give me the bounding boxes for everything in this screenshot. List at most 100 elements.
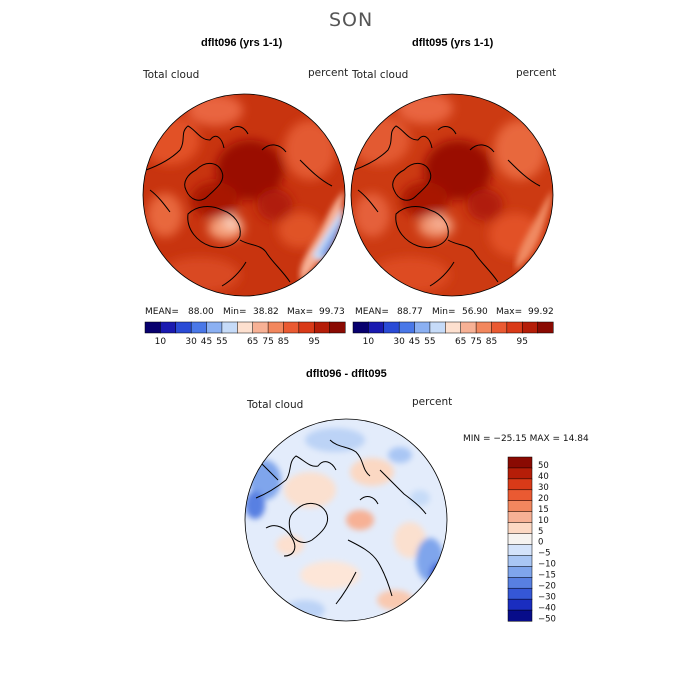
panel1-colorbar	[144, 321, 346, 334]
panel2-colorbar-tick-label: 10	[363, 337, 375, 347]
panel3-colorbar-bin	[507, 555, 533, 567]
panel3-units-label: percent	[412, 396, 453, 408]
panel2-max-label: Max=	[496, 307, 523, 317]
panel1-colorbar-tick-label: 65	[247, 337, 258, 347]
panel3-colorbar	[507, 456, 533, 622]
panel3-colorbar-bin	[507, 566, 533, 578]
panel3-colorbar-bin	[507, 489, 533, 502]
panel1-colorbar-bin	[160, 321, 177, 334]
panel2-colorbar-bin	[429, 321, 446, 334]
panel1-colorbar-bin	[237, 321, 254, 334]
panel3-colorbar-bin	[507, 478, 533, 491]
panel3-colorbar-bin	[507, 456, 533, 469]
panel3-colorbar-tick-label: −15	[538, 571, 556, 581]
panel2-map	[350, 93, 554, 297]
panel2-colorbar-bin	[368, 321, 385, 334]
panel1-units-label: percent	[308, 67, 349, 79]
panel3-colorbar-bin	[507, 587, 533, 600]
panel2-colorbar-bin	[383, 321, 400, 334]
panel1-max-label: Max=	[287, 307, 314, 317]
panel3-map	[244, 418, 448, 622]
panel3-variable-label: Total cloud	[247, 399, 304, 411]
panel3-field-patches	[245, 428, 446, 620]
panel3-colorbar-tick-label: −10	[538, 560, 556, 570]
panel1-colorbar-bin	[267, 321, 285, 334]
panel1-min-label: Min=	[223, 307, 247, 317]
panel1-colorbar-bin	[221, 321, 238, 334]
panel2-colorbar-bin	[506, 321, 523, 334]
panel1-colorbar-tick-label: 30	[185, 337, 197, 347]
panel2-colorbar-tick-label: 65	[455, 337, 466, 347]
panel3-colorbar-tick-label: −30	[538, 592, 556, 602]
panel3-colorbar-bin	[507, 533, 533, 546]
panel3-colorbar-tick-label: −40	[538, 603, 556, 613]
panel1-mean-label: MEAN=	[145, 307, 179, 317]
panel1-colorbar-bin	[175, 321, 192, 334]
panel2-colorbar-bin	[475, 321, 493, 334]
panel2-title: dflt095 (yrs 1-1)	[412, 37, 494, 49]
panel1-colorbar-bin	[190, 321, 208, 334]
panel1-colorbar-bin	[329, 321, 346, 334]
panel3-colorbar-tick-label: 30	[538, 483, 549, 493]
panel1-colorbar-tick-label: 55	[216, 337, 227, 347]
panel2-min-value: 56.90	[462, 307, 488, 317]
panel2-colorbar-tick-label: 55	[424, 337, 435, 347]
panel2-colorbar-bin	[398, 321, 416, 334]
panel2-mean-label: MEAN=	[355, 307, 389, 317]
panel2-map-border	[350, 93, 554, 297]
panel1-colorbar-bin	[252, 321, 269, 334]
panel2-colorbar-tick-label: 30	[393, 337, 405, 347]
panel2-colorbar-tick-label: 45	[409, 337, 420, 347]
panel1-colorbar-tick-label: 75	[262, 337, 273, 347]
panel3-range-text: MIN = −25.15 MAX = 14.84	[463, 434, 589, 444]
panel3-colorbar-tick-label: 40	[538, 472, 549, 482]
panel3-colorbar-bin	[507, 598, 533, 611]
panel2-min-label: Min=	[432, 307, 456, 317]
panel3-colorbar-tick-label: 10	[538, 516, 549, 526]
panel3-colorbar-bin	[507, 522, 533, 535]
panel2-colorbar-bin	[521, 321, 539, 334]
panel1-title: dflt096 (yrs 1-1)	[201, 37, 283, 49]
panel1-max-value: 99.73	[319, 307, 345, 317]
panel1-min-value: 38.82	[253, 307, 279, 317]
panel1-colorbar-bin	[206, 321, 223, 334]
panel1-colorbar-tick-label: 45	[201, 337, 212, 347]
panel1-colorbar-bin	[283, 321, 300, 334]
panel3-colorbar-bin	[507, 577, 533, 589]
panel1-mean-value: 88.00	[188, 307, 214, 317]
panel1-colorbar-ticks: 10 30 45 55 65 75 85 95	[155, 337, 320, 347]
panel3-colorbar-tick-label: 15	[538, 505, 549, 515]
panel2-mean-value: 88.77	[397, 307, 423, 317]
panel1-colorbar-tick-label: 85	[278, 337, 289, 347]
panel3-colorbar-bin	[507, 500, 533, 513]
panel2-colorbar-bin	[460, 321, 477, 334]
panel3-colorbar-tick-label: −20	[538, 581, 556, 591]
panel1-coastlines	[145, 125, 333, 287]
panel2-units-label: percent	[516, 67, 557, 79]
panel2-colorbar	[352, 321, 554, 334]
panel3-colorbar-tick-label: −50	[538, 614, 556, 624]
panel2-colorbar-tick-label: 85	[486, 337, 497, 347]
panel3-title: dflt096 - dflt095	[306, 368, 387, 380]
panel3-colorbar-tick-label: 0	[538, 538, 543, 548]
panel3-colorbar-bin	[507, 511, 533, 524]
panel3-colorbar-tick-label: 50	[538, 461, 549, 471]
panel1-map	[142, 93, 346, 297]
panel1-colorbar-bin	[313, 321, 331, 334]
panel1-colorbar-bin	[144, 321, 161, 334]
panel3-colorbar-bin	[507, 544, 533, 556]
panel2-colorbar-bin	[537, 321, 554, 334]
panel2-colorbar-ticks: 10 30 45 55 65 75 85 95	[363, 337, 528, 347]
panel2-colorbar-bin	[414, 321, 431, 334]
panel3-map-border	[244, 418, 448, 622]
panel2-colorbar-tick-label: 75	[470, 337, 481, 347]
panel1-colorbar-bin	[298, 321, 315, 334]
panel3-colorbar-tick-label: 20	[538, 494, 549, 504]
panel3-coastlines	[255, 439, 427, 605]
panel3-colorbar-tick-label: −5	[538, 549, 551, 559]
panel2-colorbar-bin	[445, 321, 462, 334]
panel1-map-border	[142, 93, 346, 297]
panel2-max-value: 99.92	[528, 307, 554, 317]
